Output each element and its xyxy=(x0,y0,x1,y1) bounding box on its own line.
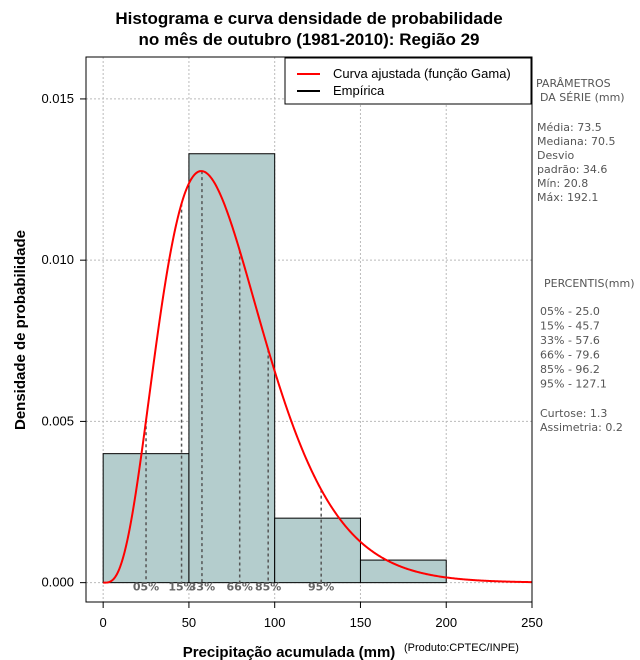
percentile-line: 33% - 57.6 xyxy=(540,334,600,347)
fitted-curve xyxy=(103,170,533,584)
y-tick-label: 0.005 xyxy=(41,413,74,428)
legend-label-2: Empírica xyxy=(333,83,385,98)
chart-title: Histograma e curva densidade de probabil… xyxy=(115,9,502,49)
stat-line: Curtose: 1.3 xyxy=(540,407,607,420)
histogram-bar-2 xyxy=(188,153,276,584)
fitted-curve-line xyxy=(103,170,533,584)
percentile-label-33: 33% xyxy=(189,581,215,594)
x-tick-label: 150 xyxy=(350,615,372,630)
percentile-label-15: 15% xyxy=(168,581,194,594)
param-line: Máx: 192.1 xyxy=(537,191,598,204)
percentile-label-05: 05% xyxy=(133,581,159,594)
title-line-1: Histograma e curva densidade de probabil… xyxy=(115,9,502,28)
param-line: padrão: 34.6 xyxy=(537,163,607,176)
legend-box xyxy=(284,57,532,105)
percentile-label-95: 95% xyxy=(308,581,334,594)
param-line: Mediana: 70.5 xyxy=(537,135,615,148)
percentile-line: 05% - 25.0 xyxy=(540,305,600,318)
histogram-bar-3 xyxy=(274,517,361,584)
legend: Curva ajustada (função Gama) Empírica xyxy=(284,57,532,105)
stat-line: Assimetria: 0.2 xyxy=(540,421,623,434)
x-tick-label: 100 xyxy=(264,615,286,630)
x-axis-title: Precipitação acumulada (mm) xyxy=(183,644,396,660)
percentile-line: 85% - 96.2 xyxy=(540,363,600,376)
percentile-label-85: 85% xyxy=(255,581,281,594)
legend-label-1: Curva ajustada (função Gama) xyxy=(333,66,511,81)
x-tick-label: 250 xyxy=(521,615,543,630)
title-line-2: no mês de outubro (1981-2010): Região 29 xyxy=(138,30,479,49)
y-tick-label: 0.010 xyxy=(41,252,74,267)
y-tick-label: 0.000 xyxy=(41,575,74,590)
percentile-markers: 05% 15%33% 66% 85% 95% xyxy=(133,171,334,594)
percentile-line: 15% - 45.7 xyxy=(540,320,600,333)
params-title-2: DA SÉRIE (mm) xyxy=(540,91,625,104)
histogram-bar-4 xyxy=(359,559,447,584)
y-tick-label: 0.015 xyxy=(41,91,74,106)
x-tick-label: 0 xyxy=(100,615,107,630)
percentile-label-66: 66% xyxy=(227,581,253,594)
histogram-bars xyxy=(102,153,447,584)
axes: 0 50 100 150 200 250 0.000 0.005 0.010 0.015 Preci… xyxy=(12,91,543,660)
x-tick-label: 50 xyxy=(182,615,196,630)
y-axis-title: Densidade de probabilidade xyxy=(12,230,29,430)
x-axis-credit: (Produto:CPTEC/INPE) xyxy=(404,642,519,654)
percentile-line: 95% - 127.1 xyxy=(540,378,607,391)
x-tick-label: 200 xyxy=(435,615,457,630)
param-line: Desvio xyxy=(537,149,575,162)
param-line: Mín: 20.8 xyxy=(537,177,588,190)
percentiles-title: PERCENTIS(mm) xyxy=(544,277,635,290)
param-line: Média: 73.5 xyxy=(537,121,602,134)
params-title-1: PARÂMETROS xyxy=(536,77,611,90)
percentile-line: 66% - 79.6 xyxy=(540,349,600,362)
